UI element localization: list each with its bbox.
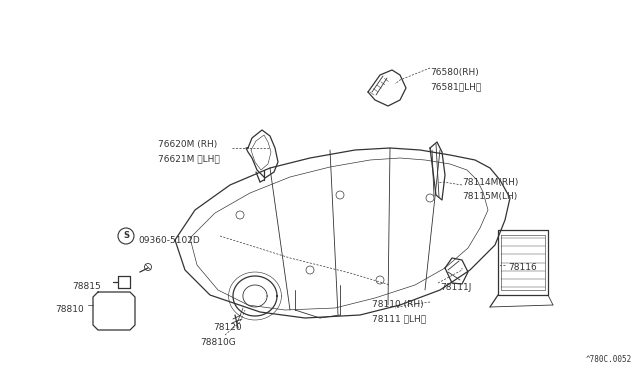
- Text: 78111 〈LH〉: 78111 〈LH〉: [372, 314, 426, 323]
- Text: 78114M(RH): 78114M(RH): [462, 178, 518, 187]
- Text: 78810G: 78810G: [200, 338, 236, 347]
- Text: 76581〈LH〉: 76581〈LH〉: [430, 82, 481, 91]
- Text: 76621M 〈LH〉: 76621M 〈LH〉: [158, 154, 220, 163]
- Text: 78110 (RH): 78110 (RH): [372, 300, 424, 309]
- Text: 78810: 78810: [55, 305, 84, 314]
- Text: 78815: 78815: [72, 282, 100, 291]
- Text: S: S: [123, 231, 129, 241]
- Text: 78115M(LH): 78115M(LH): [462, 192, 517, 201]
- Text: 76620M (RH): 76620M (RH): [158, 140, 217, 149]
- Text: 76580(RH): 76580(RH): [430, 68, 479, 77]
- Text: 09360-5102D: 09360-5102D: [138, 236, 200, 245]
- Text: ^780C.0052: ^780C.0052: [586, 355, 632, 364]
- Text: 78111J: 78111J: [440, 283, 472, 292]
- Text: 78120: 78120: [213, 323, 242, 332]
- Text: 78116: 78116: [508, 263, 537, 272]
